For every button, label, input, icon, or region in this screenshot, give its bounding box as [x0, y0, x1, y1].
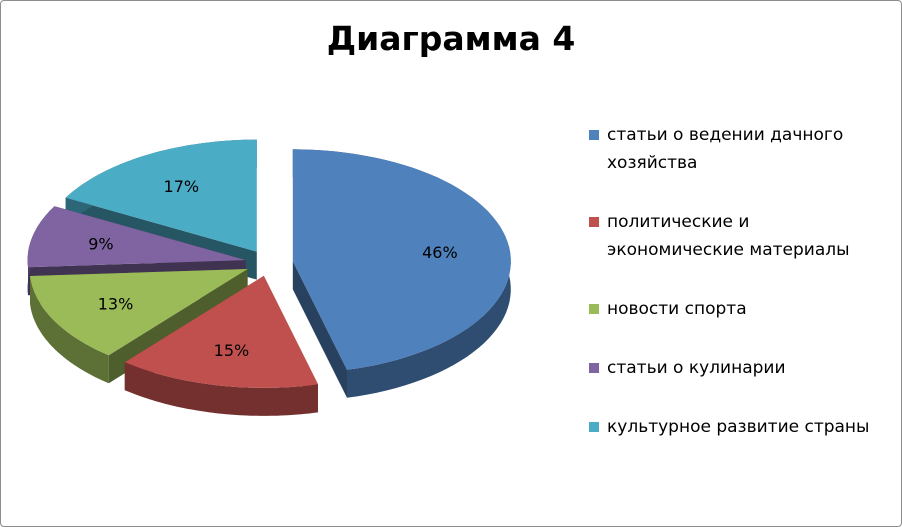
- legend-swatch: [589, 422, 599, 432]
- pie-slice: [65, 139, 257, 252]
- pie-slice: [27, 206, 246, 268]
- chart-title: Диаграмма 4: [326, 19, 576, 58]
- value-label: 13%: [98, 295, 134, 314]
- legend: статьи о ведении дачного хозяйства полити…: [589, 121, 879, 441]
- legend-swatch: [589, 130, 599, 140]
- legend-label: новости спорта: [607, 299, 747, 319]
- legend-label: статьи о кулинарии: [607, 358, 786, 378]
- legend-item: новости спорта: [589, 295, 879, 323]
- legend-item: культурное развитие страны: [589, 413, 879, 441]
- legend-label: статьи о ведении дачного хозяйства: [607, 125, 844, 173]
- pie-slice: [124, 275, 318, 388]
- legend-item: политические и экономические материалы: [589, 208, 879, 264]
- value-label: 46%: [422, 243, 458, 262]
- legend-item: статьи о кулинарии: [589, 354, 879, 382]
- pie-slice: [292, 149, 511, 370]
- value-label: 9%: [88, 235, 113, 254]
- slice-side: [292, 261, 347, 398]
- value-label: 17%: [164, 177, 200, 196]
- legend-swatch: [589, 217, 599, 227]
- legend-swatch: [589, 363, 599, 373]
- value-label: 15%: [214, 341, 250, 360]
- pie-slice: [30, 269, 248, 356]
- legend-label: культурное развитие страны: [607, 417, 870, 437]
- slice-side: [124, 362, 318, 416]
- legend-item: статьи о ведении дачного хозяйства: [589, 121, 879, 177]
- legend-label: политические и экономические материалы: [607, 212, 850, 260]
- legend-swatch: [589, 304, 599, 314]
- slice-side: [30, 276, 109, 384]
